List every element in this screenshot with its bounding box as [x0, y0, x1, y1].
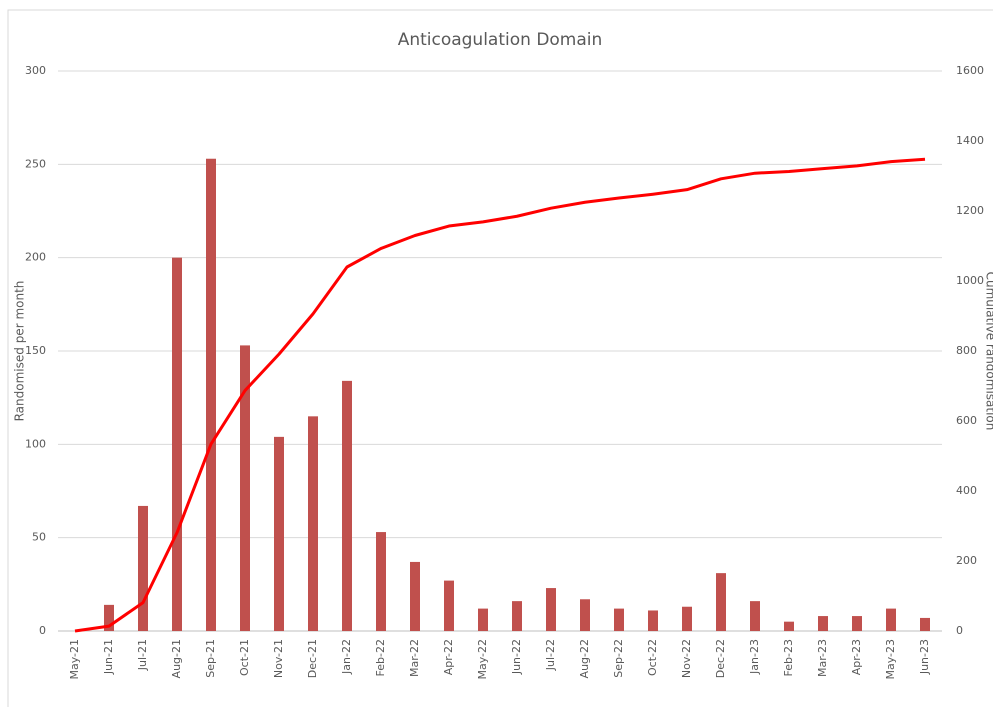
x-tick-label: Feb-23	[782, 639, 795, 676]
y-tick-label: 0	[39, 624, 46, 637]
bar	[172, 257, 182, 631]
x-tick-label: Apr-23	[850, 639, 863, 675]
y2-tick-label: 200	[956, 554, 977, 567]
y-tick-label: 200	[25, 251, 46, 264]
line	[74, 157, 926, 633]
x-tick-label: Jul-21	[136, 639, 149, 671]
x-tick-label: Jun-23	[918, 639, 931, 675]
bar	[444, 580, 454, 631]
y2-tick-label: 1600	[956, 64, 984, 77]
y2-tick-label: 800	[956, 344, 977, 357]
x-tick-label: Jul-22	[544, 639, 557, 671]
x-tick-label: Oct-21	[238, 639, 251, 676]
bar	[852, 616, 862, 631]
x-tick-label: Nov-22	[680, 639, 693, 678]
bar	[138, 505, 148, 631]
x-tick-label: Mar-22	[408, 639, 421, 677]
bar	[342, 380, 352, 631]
y2-tick-label: 600	[956, 414, 977, 427]
y2-tick-label: 1000	[956, 274, 984, 287]
y2-tick-label: 1400	[956, 134, 984, 147]
bar	[376, 532, 386, 631]
bar	[648, 610, 658, 631]
y-tick-label: 250	[25, 157, 46, 170]
y2-axis-label: Cumulative randomisation	[984, 272, 993, 431]
x-tick-label: Jun-21	[102, 639, 115, 675]
bar	[920, 617, 930, 631]
x-tick-label: Dec-21	[306, 639, 319, 678]
x-tick-label: Jan-23	[748, 639, 761, 675]
bar	[614, 608, 624, 631]
y-tick-label: 100	[25, 437, 46, 450]
x-tick-label: Apr-22	[442, 639, 455, 675]
y2-tick-label: 0	[956, 624, 963, 637]
x-tick-label: Jun-22	[510, 639, 523, 675]
bar	[886, 608, 896, 631]
x-tick-label: Nov-21	[272, 639, 285, 678]
x-tick-label: Mar-23	[816, 639, 829, 677]
y-tick-label: 300	[25, 64, 46, 77]
bar	[104, 604, 114, 631]
bar	[206, 158, 216, 631]
chart-title: Anticoagulation Domain	[398, 30, 603, 50]
x-tick-label: Dec-22	[714, 639, 727, 678]
x-tick-label: May-22	[476, 639, 489, 680]
y2-tick-label: 400	[956, 484, 977, 497]
bar	[818, 616, 828, 631]
bar	[308, 416, 318, 631]
bar	[512, 601, 522, 631]
x-tick-label: Aug-21	[170, 639, 183, 678]
x-tick-label: Sep-21	[204, 639, 217, 678]
bar	[546, 588, 556, 631]
chart-frame	[7, 9, 993, 707]
bar	[750, 601, 760, 631]
bar	[410, 561, 420, 631]
bar	[580, 599, 590, 631]
x-tick-label: May-23	[884, 639, 897, 680]
x-tick-label: May-21	[68, 639, 81, 680]
x-tick-label: Jan-22	[340, 639, 353, 675]
y-tick-label: 50	[32, 531, 46, 544]
bar	[478, 608, 488, 631]
x-tick-label: Feb-22	[374, 639, 387, 676]
bar	[240, 345, 250, 631]
bar	[682, 606, 692, 631]
y-axis-label: Randomised per month	[13, 281, 27, 422]
bar	[784, 621, 794, 631]
y2-tick-label: 1200	[956, 204, 984, 217]
x-tick-label: Aug-22	[578, 639, 591, 678]
y-tick-label: 150	[25, 344, 46, 357]
bar	[274, 436, 284, 631]
x-tick-label: Oct-22	[646, 639, 659, 676]
bar	[716, 573, 726, 631]
x-tick-label: Sep-22	[612, 639, 625, 678]
